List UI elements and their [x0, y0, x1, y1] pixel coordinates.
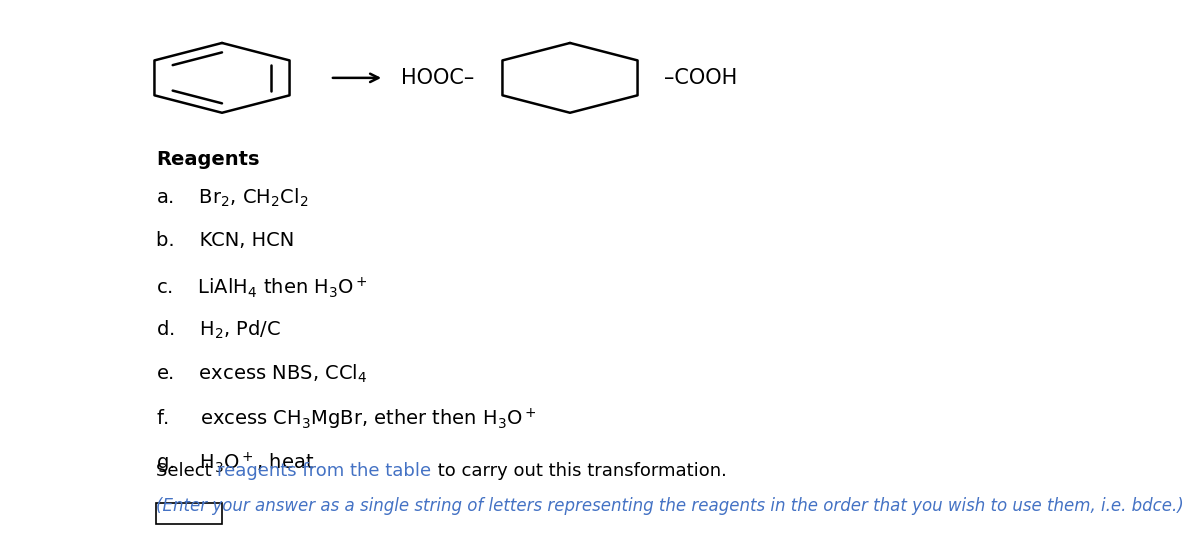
Text: c.    LiAlH$_4$ then H$_3$O$^+$: c. LiAlH$_4$ then H$_3$O$^+$ — [156, 275, 368, 300]
Text: –COOH: –COOH — [664, 68, 737, 88]
Text: b.    KCN, HCN: b. KCN, HCN — [156, 231, 294, 250]
Text: d.    H$_2$, Pd/C: d. H$_2$, Pd/C — [156, 319, 281, 342]
Text: g.    H$_3$O$^+$, heat: g. H$_3$O$^+$, heat — [156, 451, 314, 476]
Text: e.    excess NBS, CCl$_4$: e. excess NBS, CCl$_4$ — [156, 363, 367, 386]
Text: f.     excess CH$_3$MgBr, ether then H$_3$O$^+$: f. excess CH$_3$MgBr, ether then H$_3$O$… — [156, 407, 536, 432]
Text: Select: Select — [156, 462, 217, 480]
Text: a.    Br$_2$, CH$_2$Cl$_2$: a. Br$_2$, CH$_2$Cl$_2$ — [156, 187, 308, 209]
Text: reagents from the table: reagents from the table — [217, 462, 432, 480]
Text: (Enter your answer as a single string of letters representing the reagents in th: (Enter your answer as a single string of… — [156, 497, 1183, 515]
Text: to carry out this transformation.: to carry out this transformation. — [432, 462, 726, 480]
Text: Reagents: Reagents — [156, 150, 259, 169]
Text: HOOC–: HOOC– — [401, 68, 474, 88]
FancyBboxPatch shape — [156, 503, 222, 524]
